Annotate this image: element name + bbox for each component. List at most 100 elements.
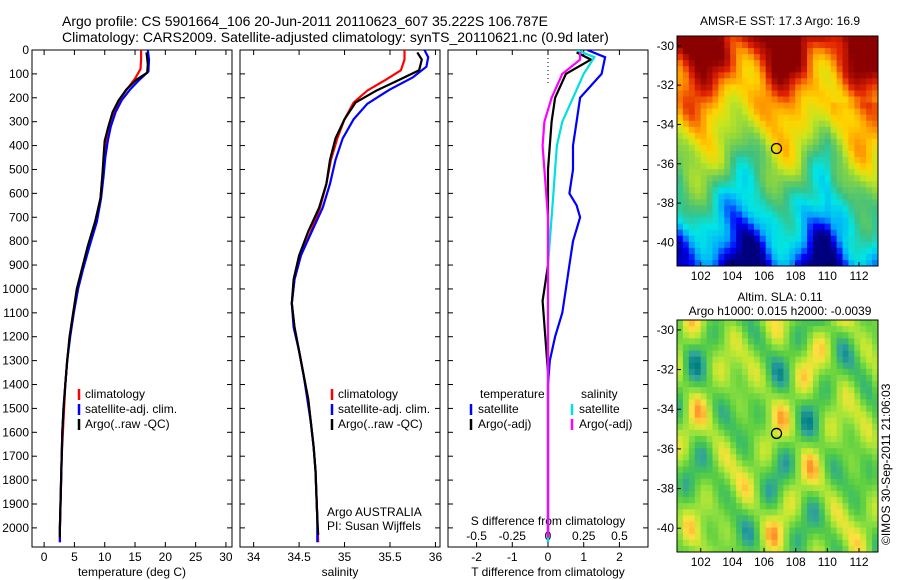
map-cell — [753, 108, 761, 116]
map-cell — [688, 253, 696, 261]
map-cell — [771, 374, 778, 382]
map-cell — [854, 102, 861, 110]
map-cell — [830, 448, 838, 455]
map-cell — [842, 417, 849, 425]
map-cell — [812, 362, 820, 370]
map-cell — [866, 66, 873, 73]
map-cell — [724, 338, 731, 345]
map-cell — [824, 241, 832, 249]
map-cell — [848, 533, 855, 541]
map-cell — [753, 350, 761, 358]
map-cell — [812, 66, 820, 73]
figure-title-line2: Climatology: CARS2009. Satellite-adjuste… — [62, 29, 609, 45]
map-cell — [771, 36, 778, 43]
map-cell — [688, 320, 696, 327]
map-cell — [700, 223, 707, 231]
map-cell — [688, 411, 696, 419]
map-cell — [682, 205, 690, 212]
map-cell — [700, 393, 707, 400]
map-cell — [795, 223, 802, 231]
map-cell — [795, 72, 802, 79]
map-cell — [872, 356, 879, 364]
map-cell — [824, 102, 832, 110]
y-tick-label: 200 — [9, 91, 29, 105]
map-cell — [700, 138, 707, 146]
map-cell — [712, 90, 719, 97]
map-cell — [818, 151, 826, 158]
map-cell — [795, 509, 802, 516]
map-cell — [718, 326, 725, 333]
map-cell — [706, 132, 713, 140]
map-cell — [688, 362, 696, 370]
map-cell — [712, 66, 719, 73]
map-cell — [860, 490, 867, 498]
map-cell — [830, 527, 838, 535]
map-cell — [836, 521, 843, 528]
map-cell — [854, 205, 861, 212]
map-cell — [753, 399, 761, 406]
map-cell — [812, 235, 820, 243]
map-cell — [724, 108, 731, 116]
map-cell — [765, 490, 772, 498]
map-cell — [836, 417, 843, 425]
map-cell — [830, 138, 838, 146]
map-cell — [747, 399, 755, 406]
map-cell — [789, 193, 796, 200]
map-cell — [747, 241, 755, 249]
map-cell — [694, 247, 702, 255]
map-cell — [706, 60, 713, 67]
map-cell — [789, 411, 796, 419]
map-cell — [783, 338, 790, 345]
map-cell — [682, 429, 690, 437]
map-cell — [694, 362, 702, 370]
map-cell — [700, 78, 707, 85]
map-cell — [824, 163, 832, 170]
map-cell — [836, 120, 843, 128]
map-cell — [694, 84, 702, 91]
map-cell — [742, 120, 749, 128]
map-cell — [765, 181, 772, 188]
map-cell — [777, 472, 784, 480]
map-cell — [854, 320, 861, 327]
map-cell — [682, 259, 690, 267]
map-cell — [759, 169, 767, 176]
map-cell — [742, 84, 749, 91]
map-cell — [783, 374, 790, 382]
map-cell — [694, 368, 702, 376]
map-cell — [848, 223, 855, 231]
map-cell — [706, 344, 713, 351]
map-cell — [783, 102, 790, 110]
map-cell — [783, 181, 790, 188]
map-cell — [801, 175, 808, 182]
map-cell — [771, 96, 778, 103]
map-cell — [777, 108, 784, 116]
map-cell — [771, 368, 778, 376]
map-cell — [712, 223, 719, 231]
map-cell — [801, 362, 808, 370]
map-cell — [753, 126, 761, 134]
map-cell — [824, 114, 832, 122]
map-cell — [872, 66, 879, 73]
map-cell — [677, 72, 684, 79]
map-cell — [812, 368, 820, 376]
map-cell — [807, 399, 814, 406]
map-cell — [747, 417, 755, 425]
map-cell — [765, 211, 772, 218]
map-cell — [777, 533, 784, 541]
map-cell — [742, 362, 749, 370]
map-cell — [872, 102, 879, 110]
map-y-tick-label: -30 — [657, 323, 675, 337]
map-cell — [872, 484, 879, 492]
map-cell — [742, 442, 749, 449]
map-cell — [706, 199, 713, 206]
map-cell — [777, 326, 784, 333]
map-cell — [706, 454, 713, 461]
map-cell — [688, 217, 696, 225]
map-cell — [700, 157, 707, 164]
map-cell — [854, 132, 861, 140]
map-cell — [718, 454, 725, 461]
map-cell — [688, 36, 696, 43]
map-cell — [718, 338, 725, 345]
